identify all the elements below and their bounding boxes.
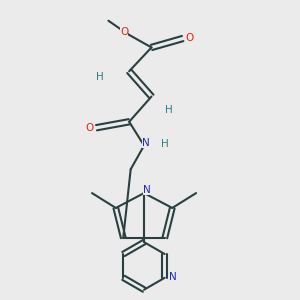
Text: H: H [96, 72, 103, 82]
Text: O: O [86, 123, 94, 133]
Text: O: O [120, 27, 128, 37]
Text: N: N [169, 272, 177, 282]
Text: H: H [165, 105, 173, 115]
Text: O: O [185, 33, 194, 43]
Text: N: N [142, 138, 149, 148]
Text: N: N [143, 184, 151, 194]
Text: H: H [161, 139, 169, 149]
